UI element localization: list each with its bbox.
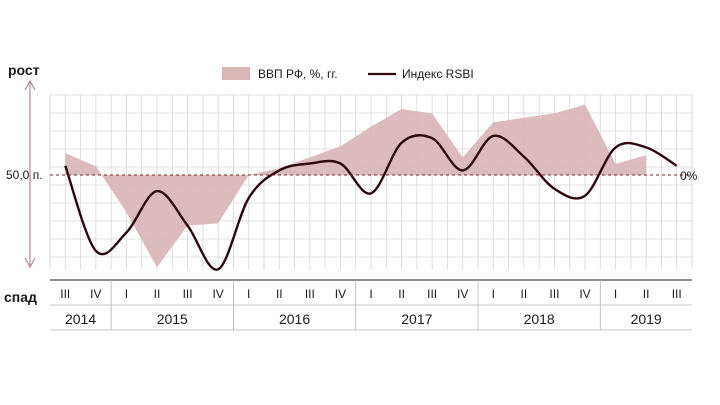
legend-gdp-swatch bbox=[222, 67, 250, 80]
year-label: 2015 bbox=[157, 311, 188, 327]
quarter-tick-label: II bbox=[398, 287, 405, 301]
rsbi-line-series bbox=[64, 134, 678, 271]
quarter-tick-label: I bbox=[247, 287, 250, 301]
year-label: 2019 bbox=[631, 311, 662, 327]
up-arrow-icon bbox=[24, 79, 36, 91]
year-label: 2017 bbox=[401, 311, 432, 327]
quarter-tick-label: III bbox=[549, 287, 559, 301]
quarter-tick-label: IV bbox=[90, 287, 101, 301]
quarter-tick-label: I bbox=[492, 287, 495, 301]
rsbi-line bbox=[64, 134, 678, 271]
quarter-tick-label: II bbox=[154, 287, 161, 301]
down-arrow-icon bbox=[24, 257, 36, 269]
quarter-tick-label: IV bbox=[579, 287, 590, 301]
quarter-tick-label: IV bbox=[212, 287, 223, 301]
gdp-area bbox=[65, 104, 647, 268]
quarter-tick-label: II bbox=[643, 287, 650, 301]
left-reference-label: 50,0 п. bbox=[6, 168, 43, 182]
axes bbox=[24, 79, 692, 331]
year-label: 2014 bbox=[65, 311, 96, 327]
top-label: рост bbox=[8, 62, 40, 78]
legend-rsbi-label: Индекс RSBI bbox=[402, 67, 474, 81]
quarter-tick-label: IV bbox=[335, 287, 346, 301]
year-label: 2018 bbox=[524, 311, 555, 327]
quarter-tick-label: I bbox=[125, 287, 128, 301]
legend-gdp-label: ВВП РФ, %, гг. bbox=[258, 67, 338, 81]
bottom-label: спад bbox=[4, 289, 37, 305]
year-label: 2016 bbox=[279, 311, 310, 327]
quarter-tick-label: II bbox=[521, 287, 528, 301]
legend: ВВП РФ, %, гг. Индекс RSBI bbox=[222, 67, 474, 81]
quarter-tick-label: I bbox=[614, 287, 617, 301]
quarter-tick-label: III bbox=[60, 287, 70, 301]
right-reference-label: 0% bbox=[680, 169, 698, 183]
quarter-tick-label: II bbox=[276, 287, 283, 301]
quarter-tick-label: I bbox=[369, 287, 372, 301]
quarter-tick-label: III bbox=[183, 287, 193, 301]
quarter-tick-label: IV bbox=[457, 287, 468, 301]
quarter-tick-label: III bbox=[672, 287, 682, 301]
quarter-tick-label: III bbox=[305, 287, 315, 301]
quarter-tick-label: III bbox=[427, 287, 437, 301]
